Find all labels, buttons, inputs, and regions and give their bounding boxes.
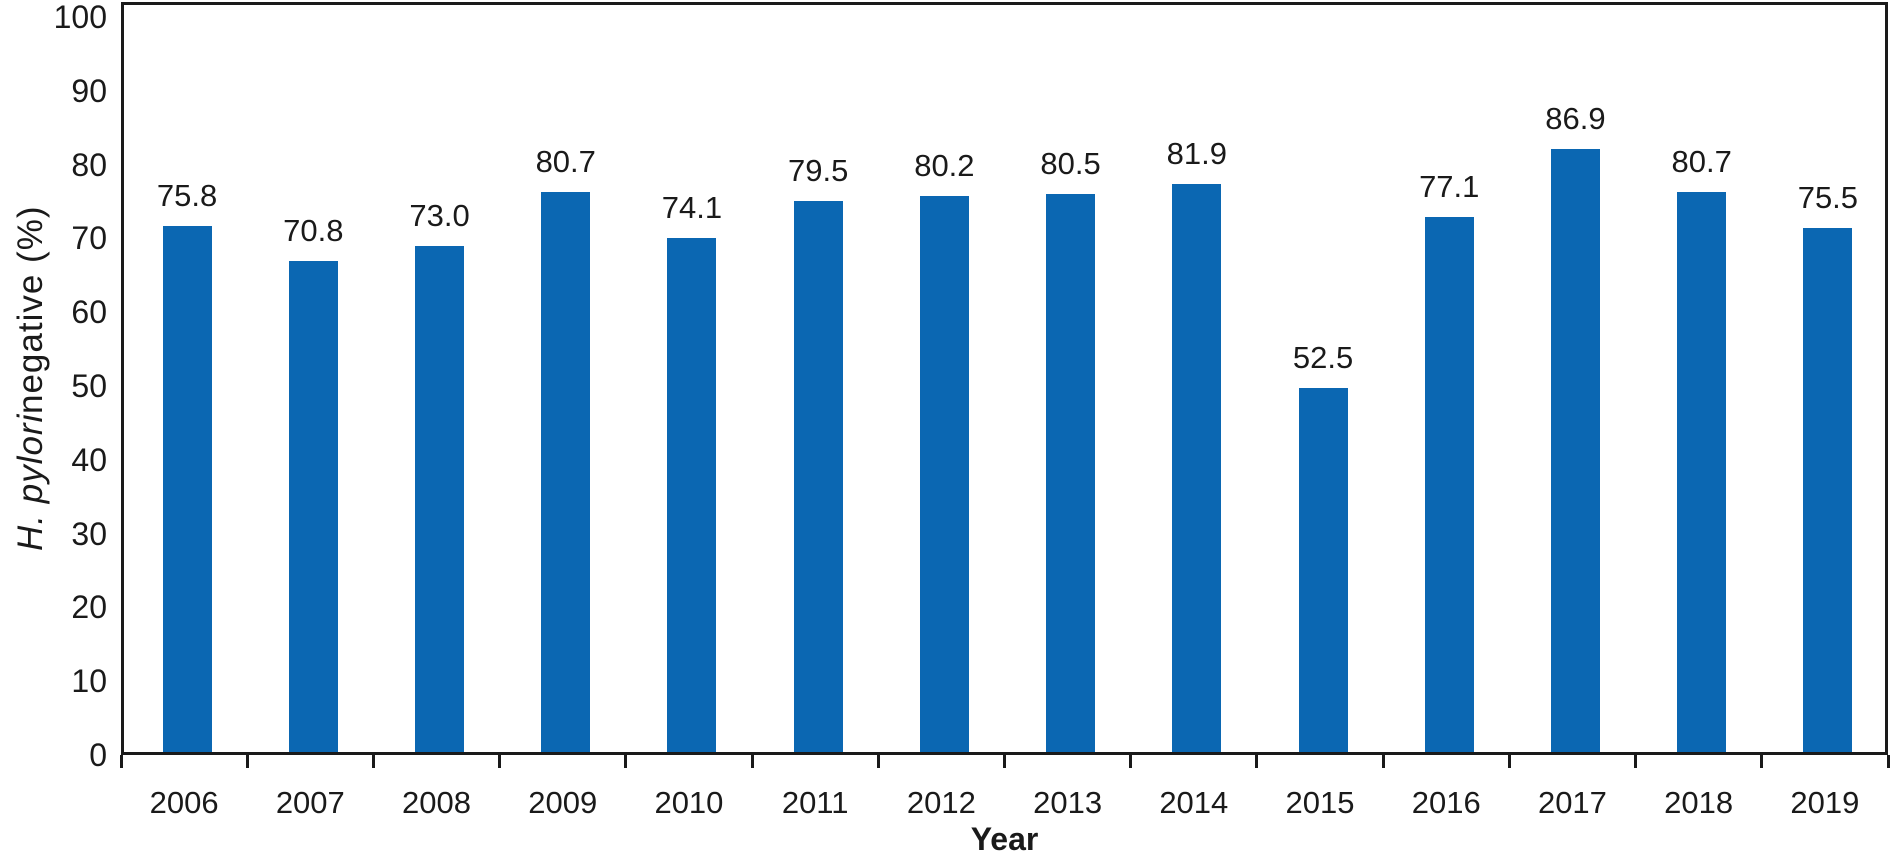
bar-2011 [793, 200, 843, 752]
bar-2013 [1046, 193, 1096, 752]
x-tick-label-2018: 2018 [1664, 785, 1734, 820]
bar-2008 [415, 245, 465, 752]
x-axis-tick [119, 755, 123, 768]
bar-value-label-2006: 75.8 [156, 178, 218, 214]
bar-column-2016: 77.1 [1386, 5, 1512, 752]
bar-2009 [541, 192, 591, 752]
bar-column-2013: 80.5 [1008, 5, 1134, 752]
bar-value-label-2007: 70.8 [283, 212, 344, 248]
bar-value-label-2011: 79.5 [787, 152, 849, 188]
bar-value-label-2008: 73.0 [409, 197, 470, 233]
x-tick-label-2016: 2016 [1411, 785, 1481, 820]
x-axis-tick [750, 755, 754, 768]
bar-2012 [919, 195, 969, 752]
y-tick-label-20: 20 [71, 589, 107, 626]
x-axis-tick [1507, 755, 1511, 768]
bar-column-2009: 80.7 [503, 5, 629, 752]
x-tick-label-2009: 2009 [528, 785, 598, 820]
bar-2016 [1424, 217, 1474, 752]
bar-column-2012: 80.2 [881, 5, 1007, 752]
bar-column-2011: 79.5 [755, 5, 881, 752]
y-tick-label-0: 0 [89, 737, 107, 773]
x-axis-tick [624, 755, 628, 768]
x-tick-label-2007: 2007 [275, 785, 345, 820]
bar-value-label-2016: 77.1 [1419, 169, 1480, 205]
bar-value-label-2009: 80.7 [535, 144, 596, 180]
y-tick-label-40: 40 [71, 441, 107, 478]
x-tick-label-2012: 2012 [906, 785, 976, 820]
x-axis-tick [1634, 755, 1638, 768]
bar-value-label-2017: 86.9 [1545, 101, 1606, 137]
x-axis-title: Year [970, 821, 1039, 857]
bar-2006 [162, 226, 212, 752]
bar-2010 [667, 237, 717, 752]
y-tick-label-30: 30 [71, 515, 107, 552]
bar-2018 [1677, 192, 1727, 752]
bar-2007 [288, 260, 338, 752]
x-tick-label-2014: 2014 [1159, 785, 1229, 820]
x-tick-label-2011: 2011 [781, 785, 849, 820]
bar-column-2010: 74.1 [629, 5, 755, 752]
y-tick-label-100: 100 [53, 0, 107, 35]
x-tick-label-2017: 2017 [1537, 785, 1607, 820]
bar-value-label-2012: 80.2 [914, 147, 975, 183]
bar-column-2017: 86.9 [1512, 5, 1638, 752]
bar-2015 [1298, 387, 1348, 752]
bar-column-2018: 80.7 [1639, 5, 1765, 752]
bar-value-label-2019: 75.5 [1797, 180, 1859, 216]
bar-2017 [1550, 149, 1600, 752]
x-tick-label-2015: 2015 [1285, 785, 1355, 820]
bar-2019 [1803, 228, 1853, 752]
bar-value-label-2013: 80.5 [1040, 145, 1101, 181]
x-tick-label-2010: 2010 [654, 785, 724, 820]
bar-column-2008: 73.0 [376, 5, 502, 752]
x-tick-label-2013: 2013 [1033, 785, 1103, 820]
bar-column-2019: 75.5 [1765, 5, 1891, 752]
y-tick-label-80: 80 [71, 146, 107, 183]
bar-value-label-2018: 80.7 [1671, 144, 1732, 180]
bar-value-label-2010: 74.1 [661, 189, 723, 225]
bar-column-2007: 70.8 [250, 5, 376, 752]
y-tick-label-60: 60 [71, 294, 107, 331]
bar-column-2014: 81.9 [1134, 5, 1260, 752]
x-axis-tick [1003, 755, 1006, 768]
bar-column-2015: 52.5 [1260, 5, 1386, 752]
bar-value-label-2014: 81.9 [1166, 135, 1227, 171]
bar-value-label-2015: 52.5 [1292, 339, 1354, 375]
x-axis-tick [1760, 755, 1764, 768]
x-axis-tick [371, 755, 375, 768]
x-axis-tick [1129, 755, 1133, 768]
x-axis-tick [498, 755, 502, 768]
bar-column-2006: 75.8 [124, 5, 250, 752]
x-tick-label-2006: 2006 [149, 785, 219, 820]
plot-area: 75.8 70.8 73.0 80.7 74.1 79.5 80.2 80.5 81.9 52.5… [121, 2, 1888, 755]
y-tick-label-70: 70 [71, 220, 107, 257]
x-axis-tick [876, 755, 880, 768]
x-axis-tick [1255, 755, 1259, 768]
bar-2014 [1172, 183, 1222, 752]
x-axis-tick [1886, 755, 1890, 768]
x-tick-label-2019: 2019 [1790, 785, 1860, 820]
x-axis-tick [245, 755, 249, 768]
y-tick-label-90: 90 [71, 72, 107, 109]
x-axis-tick [1381, 755, 1385, 768]
x-tick-label-2008: 2008 [402, 785, 471, 820]
y-tick-label-50: 50 [71, 368, 107, 404]
y-tick-label-10: 10 [71, 663, 107, 700]
